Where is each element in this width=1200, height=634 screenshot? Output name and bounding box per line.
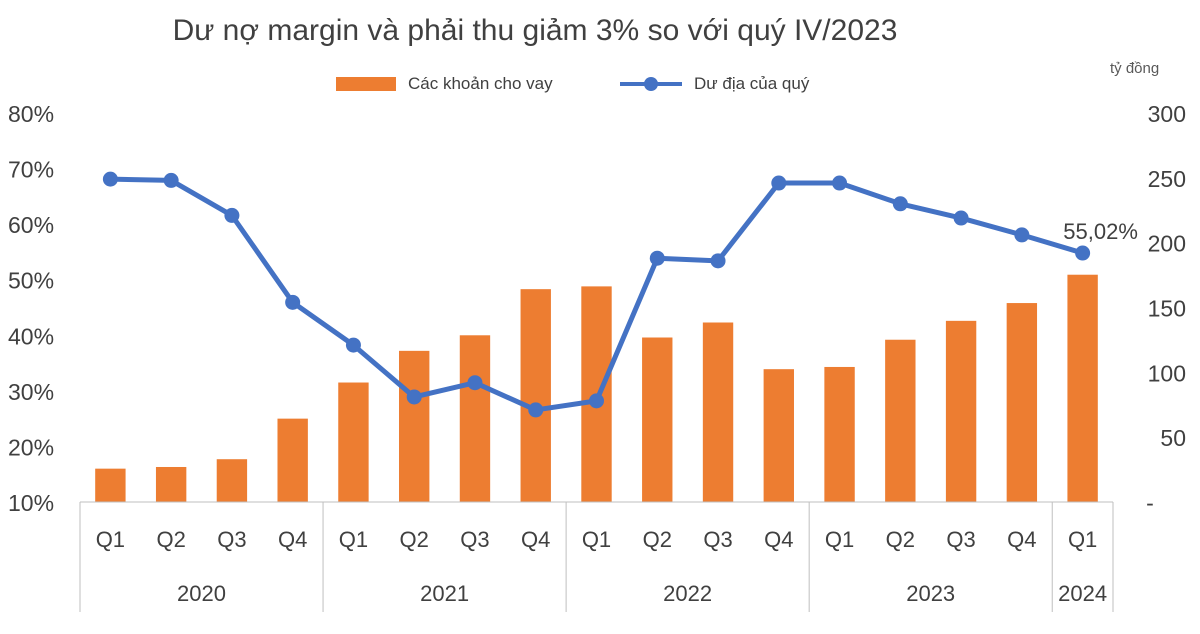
right-axis-tick-label: 150	[1148, 296, 1186, 322]
bar-loans	[338, 382, 369, 502]
bar-loans	[459, 335, 491, 502]
legend-label-loans: Các khoản cho vay	[408, 74, 553, 93]
x-axis-quarter-label: Q3	[703, 527, 732, 552]
x-axis-quarter-label: Q4	[1007, 527, 1036, 552]
left-axis-tick-label: 80%	[8, 101, 54, 127]
bar-loans	[1067, 274, 1098, 502]
right-axis-tick-label: 50	[1160, 425, 1186, 451]
x-axis-quarter-label: Q4	[521, 527, 550, 552]
line-marker-capacity	[832, 175, 848, 191]
chart-title: Dư nợ margin và phải thu giảm 3% so với …	[172, 14, 898, 47]
bar-loans	[824, 366, 855, 502]
left-axis-tick-label: 30%	[8, 379, 54, 405]
bar-loans	[520, 289, 551, 502]
bar-loans	[763, 369, 794, 502]
bar-loans	[702, 322, 734, 502]
x-axis-quarter-label: Q1	[96, 527, 125, 552]
legend-label-capacity: Dư địa của quý	[694, 74, 810, 93]
right-axis-tick-label: 200	[1148, 231, 1186, 257]
line-marker-capacity	[1014, 227, 1030, 243]
data-label-last-point: 55,02%	[1063, 219, 1138, 244]
x-axis-quarter-label: Q1	[582, 527, 611, 552]
x-axis-quarter-label: Q1	[1068, 527, 1097, 552]
right-axis-tick-label: 100	[1148, 360, 1186, 386]
line-marker-capacity	[528, 402, 544, 418]
line-marker-capacity	[1075, 245, 1091, 261]
right-axis-unit-label: tỷ đồng	[1110, 60, 1160, 77]
line-marker-capacity	[345, 337, 361, 353]
bar-loans	[1006, 303, 1038, 502]
x-axis-quarter-label: Q4	[278, 527, 307, 552]
bar-loans	[885, 339, 916, 502]
legend-bar-swatch	[336, 77, 396, 91]
bar-loans	[399, 350, 430, 502]
bar-loans	[945, 320, 977, 502]
bar-loans	[95, 468, 126, 502]
x-axis-year-label: 2020	[177, 581, 226, 606]
x-axis-quarter-label: Q2	[886, 527, 915, 552]
x-axis-quarter-label: Q2	[400, 527, 429, 552]
line-marker-capacity	[224, 207, 240, 223]
bar-loans	[216, 459, 248, 502]
line-marker-capacity	[406, 389, 422, 405]
x-axis-quarter-label: Q2	[156, 527, 185, 552]
line-marker-capacity	[163, 172, 179, 188]
right-axis-tick-label: -	[1146, 490, 1154, 516]
left-axis-tick-label: 60%	[8, 212, 54, 238]
line-marker-capacity	[710, 253, 726, 269]
left-axis-tick-label: 20%	[8, 434, 54, 460]
line-marker-capacity	[953, 210, 969, 226]
left-axis-tick-label: 10%	[8, 490, 54, 516]
x-axis-year-label: 2022	[663, 581, 712, 606]
x-axis-quarter-label: Q3	[217, 527, 246, 552]
line-marker-capacity	[649, 250, 665, 266]
bar-loans	[155, 466, 187, 502]
x-axis-quarter-label: Q4	[764, 527, 793, 552]
legend-item-capacity: Dư địa của quý	[620, 74, 809, 94]
bar-loans	[642, 337, 673, 502]
bar-loans	[277, 418, 308, 502]
x-axis-year-label: 2023	[906, 581, 955, 606]
line-marker-capacity	[892, 196, 908, 212]
right-axis-tick-label: 300	[1148, 101, 1186, 127]
line-marker-capacity	[102, 171, 118, 187]
legend-line-swatch	[620, 74, 682, 94]
x-axis-quarter-label: Q2	[643, 527, 672, 552]
line-marker-capacity	[467, 375, 483, 391]
line-marker-capacity	[285, 294, 301, 310]
x-axis-quarter-label: Q1	[825, 527, 854, 552]
line-marker-capacity	[771, 175, 787, 191]
x-axis-quarter-label: Q3	[946, 527, 975, 552]
x-axis-quarter-label: Q3	[460, 527, 489, 552]
right-axis-tick-label: 250	[1148, 166, 1186, 192]
left-axis-tick-label: 40%	[8, 323, 54, 349]
x-axis-quarter-label: Q1	[339, 527, 368, 552]
left-axis-tick-label: 70%	[8, 157, 54, 183]
line-marker-capacity	[589, 393, 604, 409]
x-axis-year-label: 2021	[420, 581, 469, 606]
legend-item-loans: Các khoản cho vay	[336, 74, 553, 94]
left-axis-tick-label: 50%	[8, 268, 54, 294]
x-axis-year-label: 2024	[1058, 581, 1107, 606]
